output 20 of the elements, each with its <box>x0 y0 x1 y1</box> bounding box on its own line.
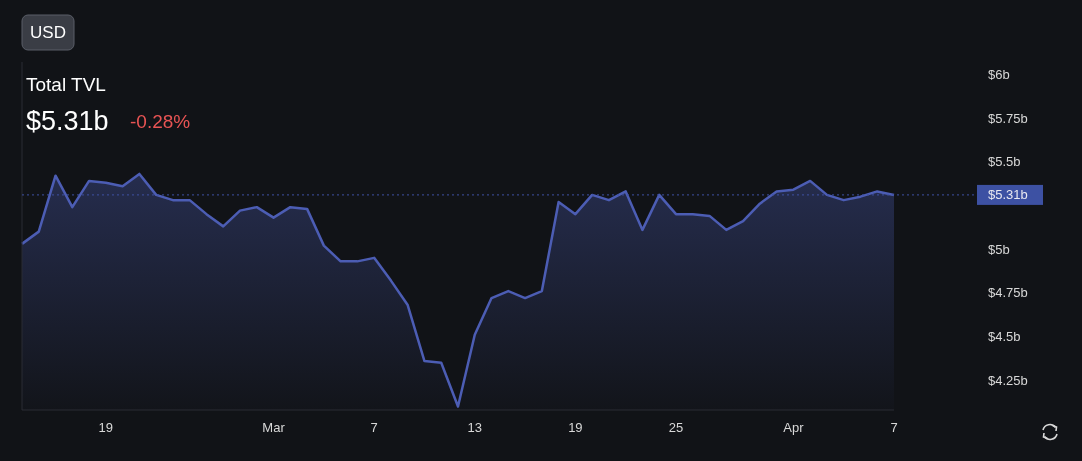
y-tick-label: $5.5b <box>988 154 1021 170</box>
y-tick-label: $4.75b <box>988 285 1028 301</box>
x-tick-label: 13 <box>467 420 482 435</box>
y-tick-label: $5b <box>988 241 1010 257</box>
annotation: -0.28% <box>130 111 191 132</box>
y-tick-label: $6b <box>988 66 1010 82</box>
x-tick-label: 19 <box>98 420 114 435</box>
x-tick-label: Apr <box>783 420 805 435</box>
x-tick-label: 19 <box>568 420 583 435</box>
x-tick-label: Mar <box>262 420 286 435</box>
ref-line-label: $5.31b <box>988 187 1028 203</box>
x-tick-label: 25 <box>668 420 684 435</box>
text: $5.31b <box>26 106 109 136</box>
y-tick-label: $4.5b <box>988 329 1021 345</box>
text: Total TVL <box>26 74 106 95</box>
y-tick-label: $5.75b <box>988 110 1028 126</box>
x-tick-label: 7 <box>890 420 898 435</box>
x-tick-label: 7 <box>370 420 378 435</box>
y-tick-label: $4.25b <box>988 372 1028 388</box>
text: USD <box>30 23 66 42</box>
